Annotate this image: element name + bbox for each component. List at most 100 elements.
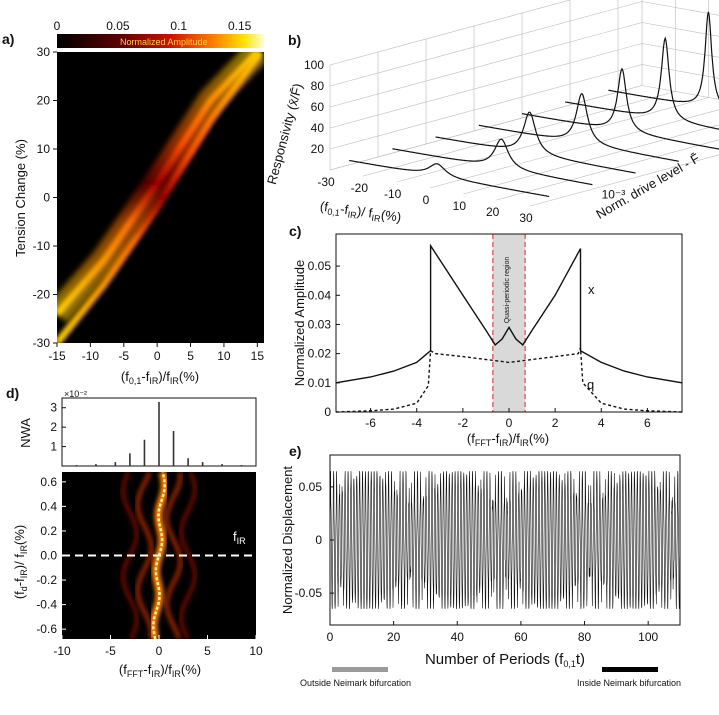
e-ytick-label: -0.05 (295, 586, 323, 600)
d-ytick-label: 0.0 (40, 549, 57, 563)
b-grid-line (329, 43, 643, 129)
c-xlabel-part-5: IR (520, 438, 530, 448)
b-grid-line (641, 64, 719, 79)
panel-d-xlabel: (fFFT-fIR)/fIR(%) (119, 662, 201, 679)
panel-e-xlabel: Number of Periods (f0,1t) (425, 651, 585, 669)
e-xtick-label: 80 (578, 630, 592, 644)
a-xlabel-part-4: )/f (158, 369, 170, 384)
b-xlabel-part-0: (f (319, 198, 329, 214)
a-xtick-label: 15 (251, 349, 265, 363)
d-ytick-label: -0.4 (36, 598, 57, 612)
b-trace-1 (349, 159, 550, 198)
a-xtick-label: -5 (118, 349, 129, 363)
b-trace-7 (608, 11, 719, 103)
d-ylabel-part-2: -f (12, 578, 27, 586)
b-xtick-label: 20 (486, 205, 500, 219)
a-xtick-label: 0 (154, 349, 161, 363)
a-ytick-label: 10 (37, 142, 51, 156)
b-trace-5 (521, 67, 719, 150)
d-ylabel-part-3: IR (19, 569, 29, 579)
d-xlabel-part-1: FFT (127, 669, 144, 679)
b-ztick-label: 80 (311, 79, 325, 93)
b-xtick-label: -10 (384, 187, 402, 201)
legend-inside-bar (602, 667, 658, 672)
series-x-label: x (588, 282, 595, 297)
e-xtick-label: 20 (387, 630, 401, 644)
c-xtick-label: -4 (411, 416, 422, 430)
b-ztick-label: 60 (311, 100, 325, 114)
panel-a-ylabel: Tension Change (%) (13, 139, 28, 257)
nwa-scale-note: ×10⁻² (64, 389, 87, 399)
c-xtick-label: 6 (644, 416, 651, 430)
b-grid-line (329, 1, 643, 87)
b-grid-line (329, 22, 643, 108)
b-ztick-label: 100 (304, 58, 324, 72)
b-grid-line (463, 124, 719, 195)
legend-outside-label: Outside Neimark bifurcation (300, 678, 411, 688)
d-sideband (135, 472, 154, 639)
c-ytick-label: 0.03 (308, 317, 332, 331)
colorbar-tick-label: 0 (54, 19, 61, 33)
c-xlabel-part-6: (%) (529, 431, 549, 446)
e-xlabel-part-0: Number of Periods (f (425, 651, 564, 668)
panel-c: c) Quasi-periodic region -6 -4 -2 0 2 4 6 0.05 0… (289, 223, 683, 448)
d-ylabel-part-6: (%) (12, 525, 27, 545)
d-xlabel-part-0: (f (119, 662, 127, 677)
d-ytick-label: -0.2 (36, 573, 57, 587)
b-grid-line (529, 154, 719, 207)
b-grid-line (329, 64, 643, 150)
d-ytick-label: -0.6 (36, 622, 57, 636)
a-xtick-label: 10 (217, 349, 231, 363)
heatmap-a-ridge-lower (57, 52, 264, 343)
c-xlabel-part-4: )/f (508, 431, 520, 446)
c-xlabel-part-1: FFT (475, 438, 492, 448)
panel-b-letter: b) (288, 32, 301, 48)
c-xtick-label: 0 (506, 416, 513, 430)
a-ytick-label: 20 (37, 94, 51, 108)
panel-b-zlabel: Responsivity (x̄/F̄) (264, 82, 305, 186)
d-ylabel-part-0: (f (12, 591, 27, 599)
panel-b-xlabel: (f0,1-fIR)/ fIR(%) (319, 198, 402, 226)
panel-e-letter: e) (289, 443, 301, 459)
c-ytick-label: 0 (324, 405, 331, 419)
a-ytick-label: 0 (43, 191, 50, 205)
b-xtick-label: 10 (453, 199, 467, 213)
a-xlabel-part-3: IR (149, 376, 159, 386)
colorbar-tick-label: 0.1 (170, 19, 187, 33)
colorbar-label: Normalized Amplitude (120, 37, 208, 47)
b-ztick-label: 40 (311, 121, 325, 135)
a-xlabel-part-1: 0,1 (129, 376, 142, 386)
c-xtick-label: -2 (458, 416, 469, 430)
a-xtick-label: -15 (48, 349, 66, 363)
a-xtick-label: 5 (187, 349, 194, 363)
c-xtick-label: 2 (552, 416, 559, 430)
panel-c-xlabel: (fFFT-fIR)/fIR(%) (467, 431, 549, 448)
region-label: Quasi-periodic region (504, 257, 511, 324)
a-ytick-label: -20 (33, 288, 51, 302)
panel-a-xlabel: (f0,1-fIR)/fIR(%) (121, 369, 199, 386)
legend-outside-bar (332, 667, 388, 672)
d-ylabel-part-1: d (19, 586, 29, 591)
d-xtick-label: 5 (204, 644, 211, 658)
b-xlabel-part-6: (%) (380, 207, 402, 225)
a-xlabel-part-6: (%) (179, 369, 199, 384)
panel-a-letter: a) (2, 31, 14, 47)
d-xtick-label: -10 (53, 644, 71, 658)
d-xlabel-part-2: -f (143, 662, 151, 677)
c-xlabel-part-0: (f (467, 431, 475, 446)
b-xtick-label: 30 (519, 211, 533, 225)
b-trace-2 (392, 138, 593, 186)
b-trace-6 (565, 36, 719, 130)
b-grid-line (363, 91, 676, 177)
a-ytick-label: -10 (33, 239, 51, 253)
c-xtick-label: 4 (598, 416, 605, 430)
d-top-ytick-label: 3 (50, 401, 57, 415)
panel-c-ylabel: Normalized Amplitude (292, 260, 307, 386)
d-ref-label-part-1: IR (237, 536, 247, 546)
e-xtick-label: 60 (514, 630, 528, 644)
b-xlabel-part-3: IR (347, 209, 358, 220)
b-grid-line (329, 0, 572, 66)
d-xlabel-part-5: IR (172, 669, 182, 679)
panel-d-ylabel: (fd-fIR)/ fIR(%) (12, 525, 29, 599)
e-xtick-label: 40 (451, 630, 465, 644)
